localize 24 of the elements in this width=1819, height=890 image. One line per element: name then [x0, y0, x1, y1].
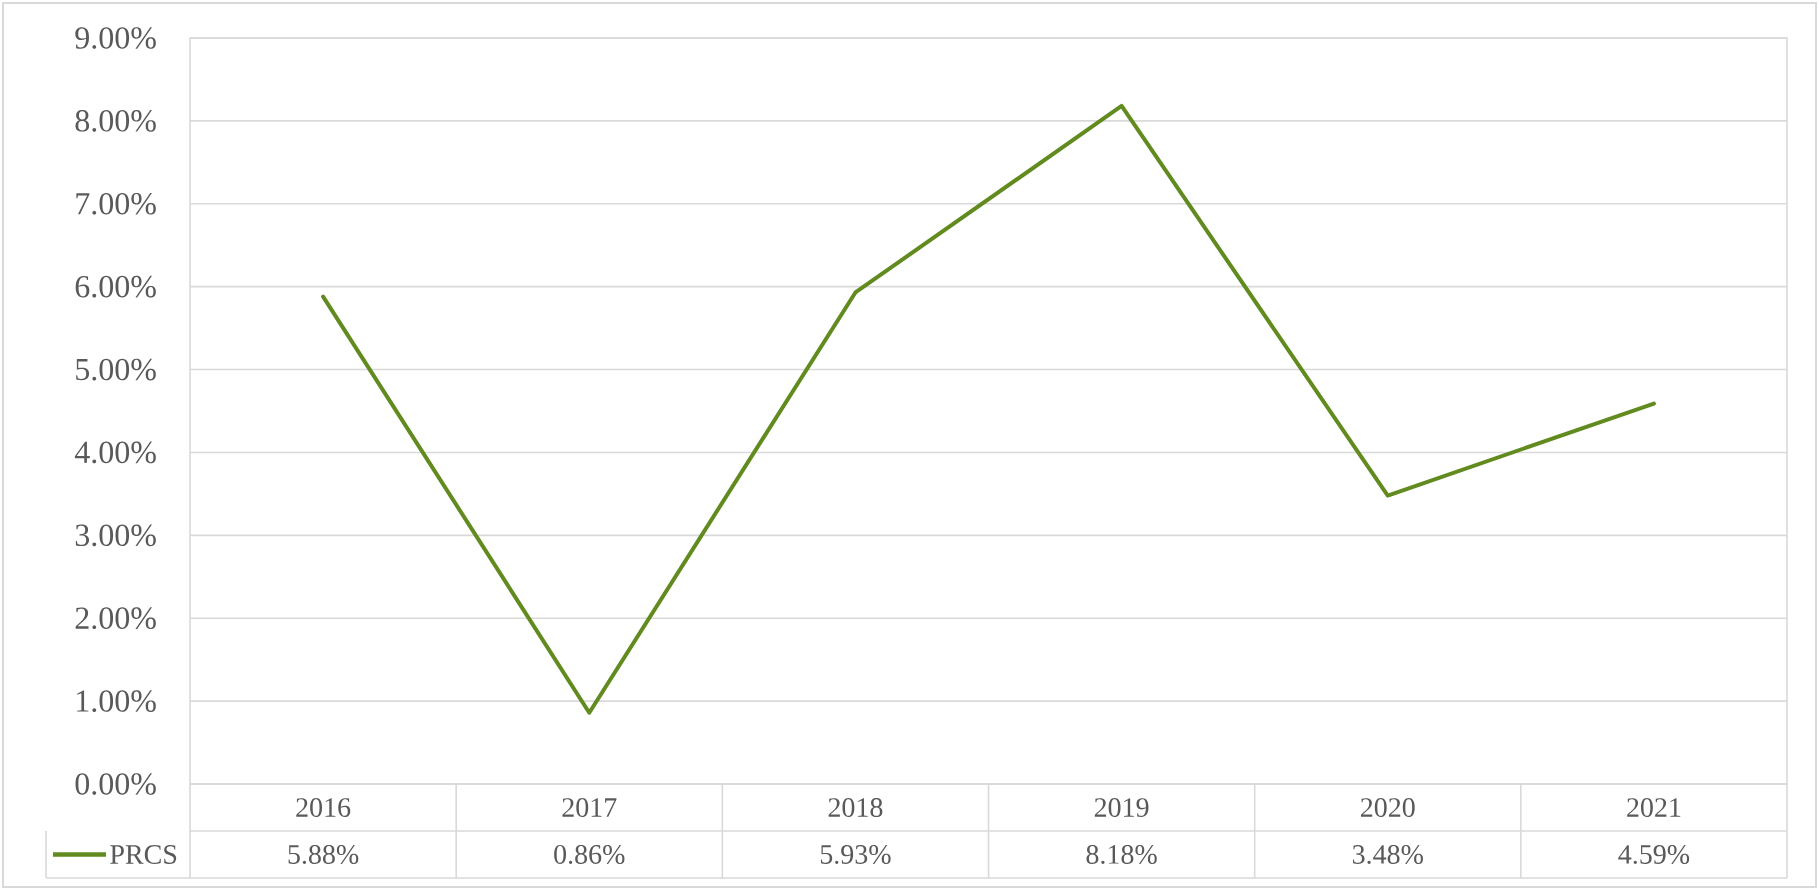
y-tick-label: 2.00% — [75, 607, 156, 630]
y-tick-label: 0.00% — [75, 773, 156, 795]
y-tick-label: 9.00% — [75, 27, 156, 49]
data-label: 4.59% — [1618, 844, 1690, 865]
x-tick-label: 2019 — [1094, 798, 1149, 817]
data-label: 5.93% — [820, 844, 891, 865]
y-tick-label: 6.00% — [75, 275, 156, 298]
data-label: 0.86% — [554, 844, 625, 865]
y-tick-label: 1.00% — [77, 690, 156, 712]
x-tick-label: 2016 — [296, 798, 351, 817]
x-tick-label: 2018 — [828, 798, 883, 817]
data-label: 3.48% — [1352, 844, 1423, 865]
y-tick-label: 7.00% — [76, 192, 156, 215]
x-tick-label: 2017 — [562, 798, 617, 817]
y-tick-label: 4.00% — [74, 441, 156, 464]
data-label: 5.88% — [288, 844, 359, 865]
x-tick-label: 2021 — [1627, 798, 1681, 817]
y-tick-label: 8.00% — [75, 110, 156, 132]
y-tick-label: 3.00% — [75, 524, 156, 547]
data-label: 8.18% — [1086, 844, 1157, 865]
line-series — [321, 103, 1656, 715]
legend-label: PRCS — [110, 845, 177, 864]
x-tick-label: 2020 — [1360, 798, 1415, 817]
y-tick-label: 5.00% — [76, 358, 156, 381]
